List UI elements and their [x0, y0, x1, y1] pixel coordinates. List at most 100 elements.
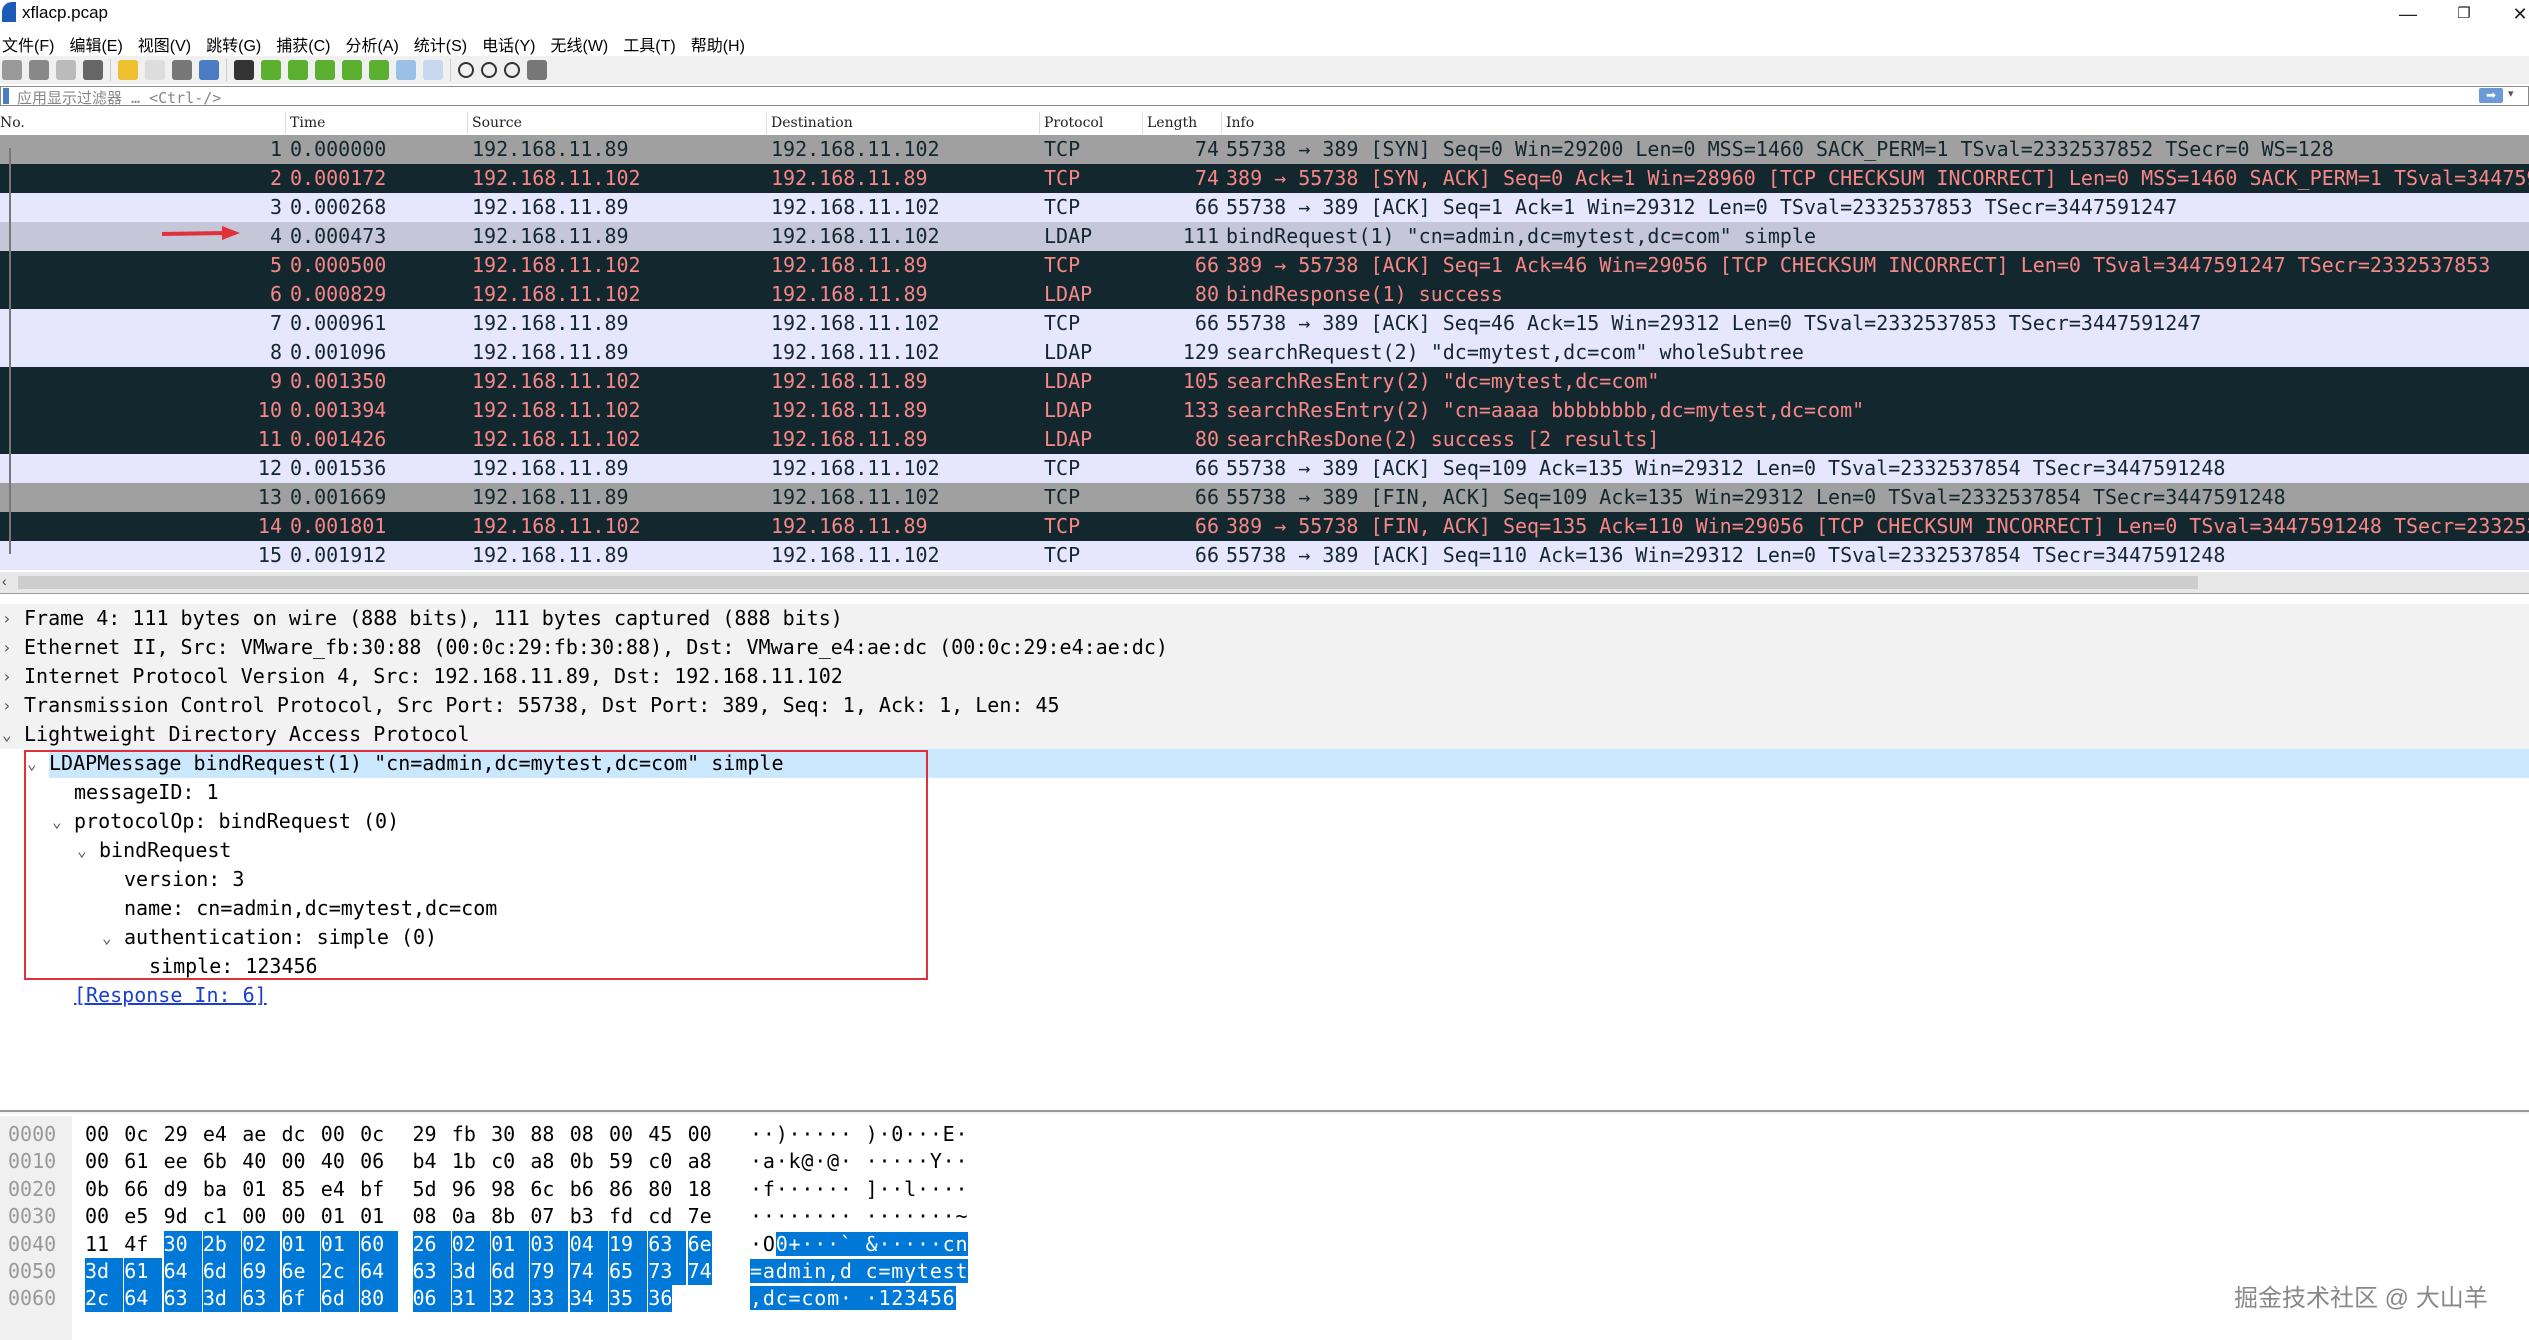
hex-byte[interactable]: 00 [281, 1204, 306, 1229]
packet-row[interactable]: 5 0.000500 192.168.11.102 192.168.11.89 TCP 6… [0, 251, 2529, 280]
hex-byte[interactable]: 73 [648, 1258, 687, 1285]
hex-byte[interactable]: cd [648, 1204, 673, 1229]
hex-byte[interactable]: 96 [451, 1176, 476, 1201]
column-length[interactable]: Length [1147, 115, 1198, 131]
filter-dropdown-button[interactable]: ▾ [2508, 88, 2514, 100]
capture-options-icon[interactable] [83, 60, 103, 80]
hex-byte[interactable]: 30 [163, 1230, 202, 1258]
hex-ascii[interactable]: ,dc=com· ·123456 [750, 1286, 956, 1311]
hex-byte[interactable]: 80 [360, 1285, 399, 1313]
hex-byte[interactable]: 29 [163, 1122, 188, 1146]
hex-byte[interactable]: 19 [609, 1230, 648, 1258]
hex-byte[interactable]: 08 [569, 1122, 594, 1146]
hex-byte[interactable]: 0a [451, 1204, 476, 1229]
packet-bytes-pane[interactable]: 0000 00 0c 29 e4 ae dc 00 0c 29 fb 30 88 08 00 45 00 ··)·… [0, 1116, 2529, 1340]
hex-byte[interactable]: 36 [648, 1285, 673, 1313]
hex-byte[interactable]: 8b [491, 1204, 516, 1229]
hex-ascii[interactable]: =admin,d c=mytest [750, 1259, 969, 1283]
menu-item[interactable]: 分析(A) [345, 38, 399, 55]
menu-item[interactable]: 统计(S) [413, 38, 468, 55]
collapse-chevron-icon[interactable]: ⌄ [102, 928, 112, 947]
column-info[interactable]: Info [1226, 115, 1255, 131]
resize-columns-icon[interactable] [527, 60, 547, 80]
detail-row[interactable]: › Frame 4: 111 bytes on wire (888 bits), … [0, 604, 2529, 633]
hex-byte[interactable]: 65 [609, 1258, 648, 1285]
display-filter-bar[interactable]: 应用显示过滤器 … <Ctrl-/> ➡ ▾ [0, 86, 2529, 107]
horizontal-scrollbar[interactable]: ‹ [0, 572, 2529, 594]
column-destination[interactable]: Destination [771, 115, 853, 131]
zoom-normal-icon[interactable] [504, 62, 520, 78]
detail-row[interactable]: version: 3 [0, 865, 2529, 894]
hex-byte[interactable]: fd [609, 1204, 634, 1229]
hex-byte[interactable]: dc [281, 1122, 306, 1146]
go-to-packet-icon[interactable] [315, 60, 335, 80]
hex-byte[interactable]: 9d [163, 1204, 188, 1229]
hex-byte[interactable]: 00 [242, 1204, 267, 1229]
hex-byte[interactable]: 2c [320, 1258, 359, 1285]
hex-byte[interactable]: 63 [163, 1285, 202, 1313]
hex-byte[interactable]: 0c [360, 1122, 385, 1146]
hex-byte[interactable]: bf [360, 1176, 385, 1201]
detail-row[interactable]: name: cn=admin,dc=mytest,dc=com [0, 894, 2529, 923]
hex-byte[interactable]: a8 [530, 1149, 555, 1174]
hex-byte[interactable]: 03 [530, 1230, 569, 1258]
packet-row[interactable]: 3 0.000268 192.168.11.89 192.168.11.102 TCP 6… [0, 193, 2529, 222]
packet-row[interactable]: 14 0.001801 192.168.11.102 192.168.11.89 TCP… [0, 512, 2529, 541]
hex-byte[interactable]: 0c [124, 1122, 149, 1146]
hex-byte[interactable]: 80 [648, 1176, 673, 1201]
detail-row[interactable]: ⌄ Lightweight Directory Access Protocol [0, 720, 2529, 749]
hex-byte[interactable]: ee [163, 1149, 188, 1174]
hex-byte[interactable]: 60 [360, 1230, 399, 1258]
go-back-icon[interactable] [261, 60, 281, 80]
packet-row[interactable]: 4 0.000473 192.168.11.89 192.168.11.102 LDAP… [0, 222, 2529, 251]
packet-row[interactable]: 7 0.000961 192.168.11.89 192.168.11.102 TCP 6… [0, 309, 2529, 338]
hex-byte[interactable]: 74 [687, 1258, 712, 1285]
hex-byte[interactable]: 07 [530, 1204, 555, 1229]
hex-byte[interactable]: 08 [412, 1204, 437, 1229]
hex-byte[interactable]: 66 [124, 1176, 149, 1201]
expand-chevron-icon[interactable]: › [2, 667, 12, 686]
colorize-icon[interactable] [423, 60, 443, 80]
save-file-icon[interactable] [145, 60, 165, 80]
hex-byte[interactable]: 3d [202, 1285, 241, 1313]
hex-byte[interactable]: b4 [412, 1149, 437, 1174]
hex-byte[interactable]: 01 [320, 1204, 345, 1229]
hex-byte[interactable]: 64 [360, 1258, 399, 1285]
minimize-button[interactable]: — [2399, 4, 2417, 24]
hex-byte[interactable]: 6e [281, 1258, 320, 1285]
open-file-icon[interactable] [118, 60, 138, 80]
scroll-left-icon[interactable]: ‹ [2, 573, 7, 589]
close-button[interactable]: ✕ [2512, 4, 2528, 24]
detail-row[interactable]: [Response In: 6] [0, 981, 2529, 1010]
packet-row[interactable]: 2 0.000172 192.168.11.102 192.168.11.89 TCP 7… [0, 164, 2529, 193]
zoom-in-icon[interactable] [458, 62, 474, 78]
collapse-chevron-icon[interactable]: ⌄ [77, 841, 87, 860]
hex-byte[interactable]: 61 [124, 1149, 149, 1174]
hex-byte[interactable]: 3d [85, 1258, 124, 1285]
hex-byte[interactable]: e4 [202, 1122, 227, 1146]
go-forward-icon[interactable] [288, 60, 308, 80]
menu-item[interactable]: 跳转(G) [206, 38, 262, 55]
hex-byte[interactable]: 4f [124, 1231, 149, 1256]
packet-row[interactable]: 1 0.000000 192.168.11.89 192.168.11.102 TCP 7… [0, 135, 2529, 164]
hex-byte[interactable]: 00 [281, 1149, 306, 1174]
collapse-chevron-icon[interactable]: ⌄ [27, 754, 37, 773]
detail-row[interactable]: messageID: 1 [0, 778, 2529, 807]
hex-byte[interactable]: 2c [85, 1285, 124, 1313]
menu-item[interactable]: 编辑(E) [69, 38, 123, 55]
hex-byte[interactable]: 69 [242, 1258, 281, 1285]
hex-byte[interactable]: 88 [530, 1122, 555, 1146]
restore-button[interactable]: ❐ [2457, 5, 2471, 22]
restart-capture-icon[interactable] [56, 60, 76, 80]
hex-byte[interactable]: 61 [124, 1258, 163, 1285]
hex-byte[interactable]: 63 [648, 1230, 687, 1258]
bookmark-icon[interactable] [3, 88, 9, 104]
hex-byte[interactable]: c0 [491, 1149, 516, 1174]
hex-byte[interactable]: e5 [124, 1204, 149, 1229]
hex-byte[interactable]: 74 [569, 1258, 608, 1285]
hex-byte[interactable]: c1 [202, 1204, 227, 1229]
hex-byte[interactable]: 6f [281, 1285, 320, 1313]
hex-byte[interactable]: 33 [530, 1285, 569, 1313]
hex-byte[interactable]: 01 [242, 1176, 267, 1201]
hex-byte[interactable]: 1b [451, 1149, 476, 1174]
